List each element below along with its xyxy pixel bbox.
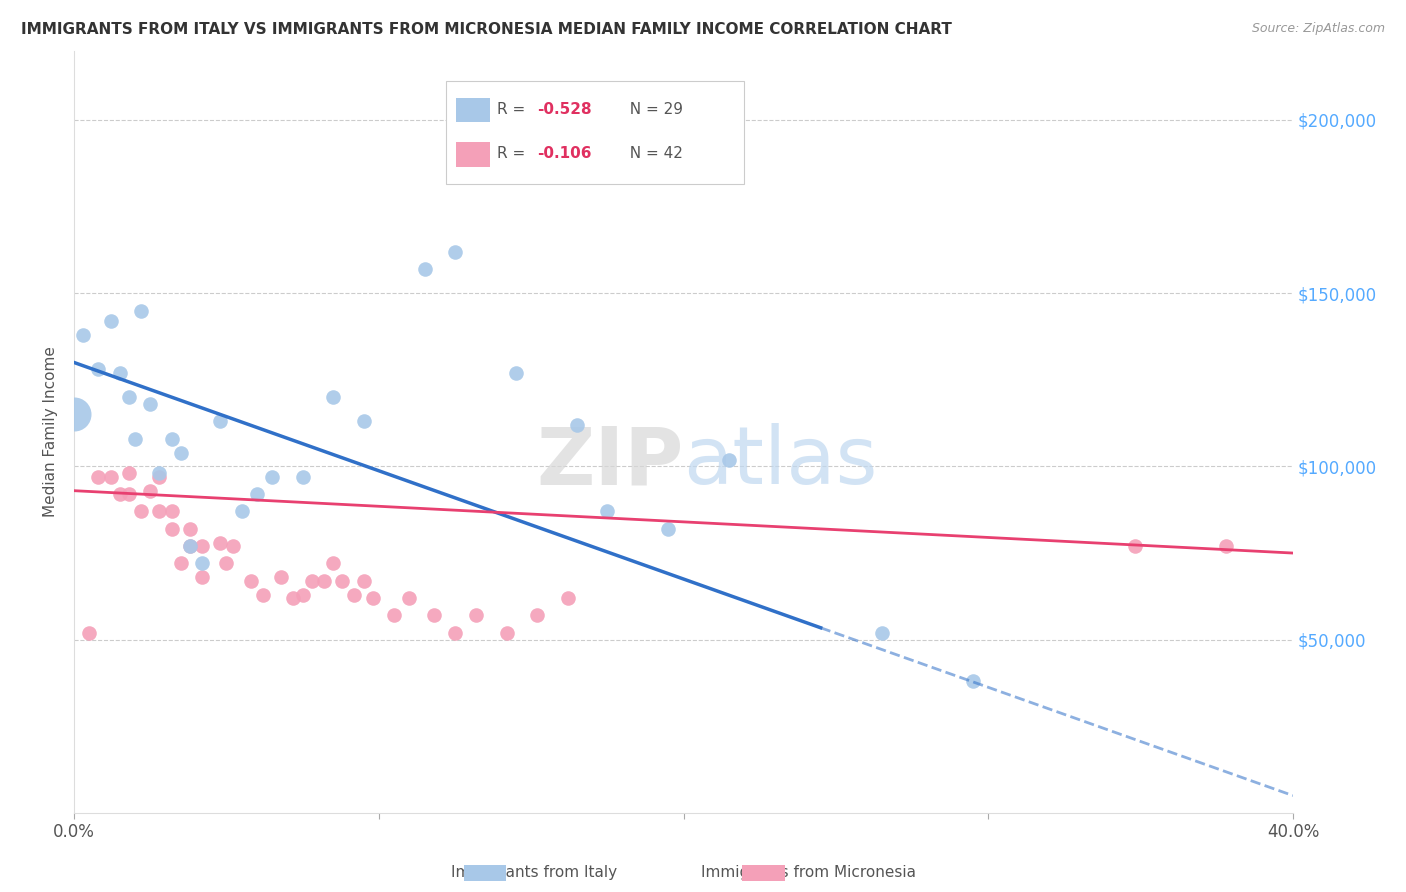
Point: [209, 414, 232, 428]
Point: [444, 625, 467, 640]
Bar: [456, 142, 489, 167]
Point: [312, 574, 335, 588]
Text: IMMIGRANTS FROM ITALY VS IMMIGRANTS FROM MICRONESIA MEDIAN FAMILY INCOME CORRELA: IMMIGRANTS FROM ITALY VS IMMIGRANTS FROM…: [21, 22, 952, 37]
Text: R =: R =: [498, 102, 530, 117]
Point: [108, 487, 131, 501]
Point: [413, 262, 436, 277]
Point: [1123, 539, 1146, 553]
Point: [160, 504, 183, 518]
Text: N = 29: N = 29: [620, 102, 683, 117]
Text: N = 42: N = 42: [620, 146, 683, 161]
Point: [100, 470, 122, 484]
Point: [262, 470, 284, 484]
Point: [124, 432, 146, 446]
Point: [191, 539, 214, 553]
Point: [557, 591, 579, 606]
Text: Source: ZipAtlas.com: Source: ZipAtlas.com: [1251, 22, 1385, 36]
FancyBboxPatch shape: [446, 81, 744, 184]
Point: [148, 504, 170, 518]
Point: [382, 608, 405, 623]
Point: [72, 327, 94, 342]
Point: [79, 625, 101, 640]
Point: [170, 445, 193, 459]
Point: [108, 366, 131, 380]
Text: -0.106: -0.106: [537, 146, 592, 161]
Point: [129, 504, 152, 518]
Point: [330, 574, 353, 588]
Point: [398, 591, 420, 606]
Point: [565, 417, 588, 432]
Point: [361, 591, 384, 606]
Point: [118, 390, 141, 404]
Point: [209, 535, 232, 549]
Y-axis label: Median Family Income: Median Family Income: [44, 346, 58, 517]
Point: [160, 432, 183, 446]
Point: [179, 522, 201, 536]
Point: [215, 557, 238, 571]
Point: [170, 557, 193, 571]
Bar: [456, 98, 489, 122]
Point: [322, 557, 344, 571]
Point: [301, 574, 323, 588]
Point: [596, 504, 619, 518]
Point: [139, 483, 162, 498]
Point: [63, 408, 86, 422]
Point: [526, 608, 548, 623]
Point: [962, 674, 984, 689]
Point: [118, 467, 141, 481]
Point: [221, 539, 243, 553]
Point: [100, 314, 122, 328]
Text: R =: R =: [498, 146, 530, 161]
Point: [148, 470, 170, 484]
Point: [343, 588, 366, 602]
Point: [465, 608, 488, 623]
Text: -0.528: -0.528: [537, 102, 592, 117]
Point: [291, 588, 314, 602]
Text: atlas: atlas: [683, 424, 877, 501]
Point: [353, 414, 375, 428]
Point: [179, 539, 201, 553]
Point: [191, 557, 214, 571]
Point: [353, 574, 375, 588]
Point: [191, 570, 214, 584]
Point: [231, 504, 253, 518]
Point: [718, 452, 741, 467]
Point: [148, 467, 170, 481]
Point: [252, 588, 274, 602]
Text: Immigrants from Micronesia: Immigrants from Micronesia: [702, 865, 915, 880]
Point: [291, 470, 314, 484]
Point: [283, 591, 305, 606]
Point: [444, 244, 467, 259]
Point: [246, 487, 269, 501]
Point: [657, 522, 679, 536]
Point: [870, 625, 893, 640]
Point: [422, 608, 444, 623]
Point: [505, 366, 527, 380]
Point: [129, 303, 152, 318]
Text: ZIP: ZIP: [536, 424, 683, 501]
Point: [495, 625, 517, 640]
Text: Immigrants from Italy: Immigrants from Italy: [451, 865, 617, 880]
Point: [1215, 539, 1237, 553]
Point: [322, 390, 344, 404]
Point: [270, 570, 292, 584]
Point: [87, 362, 110, 376]
Point: [160, 522, 183, 536]
Point: [118, 487, 141, 501]
Point: [239, 574, 262, 588]
Point: [87, 470, 110, 484]
Point: [139, 397, 162, 411]
Point: [179, 539, 201, 553]
